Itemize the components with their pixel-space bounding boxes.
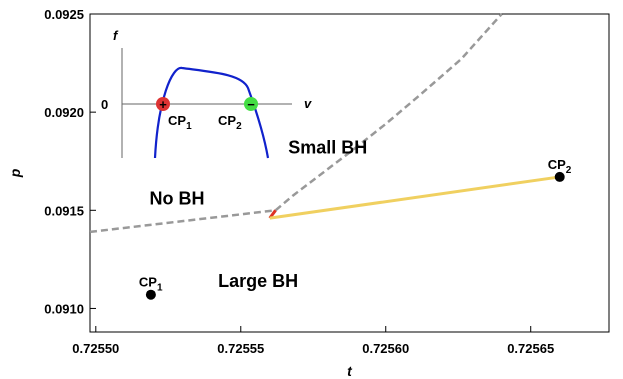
x-tick-label: 0.72550 — [72, 341, 119, 356]
region-labels: Small BH No BH Large BH — [149, 137, 367, 290]
inset-cp1-label: CP1 — [168, 113, 192, 132]
inset-cp2-label: CP2 — [218, 113, 242, 132]
y-tick-label: 0.0910 — [44, 301, 84, 316]
cp1-marker — [145, 289, 156, 300]
critical-points: CP1 CP2 — [139, 157, 572, 300]
inset-cp1-sign: + — [159, 97, 167, 112]
y-tick-label: 0.0915 — [44, 203, 84, 218]
line-dashed-lower — [89, 209, 276, 234]
x-axis: 0.72550 0.72555 0.72560 0.72565 — [72, 326, 554, 356]
cp1-label: CP1 — [139, 275, 163, 294]
y-tick-label: 0.0920 — [44, 105, 84, 120]
inset-cp1-marker — [156, 97, 170, 111]
line-yellow-line — [269, 175, 560, 220]
y-tick-label: 0.0925 — [44, 7, 84, 22]
x-tick-label: 0.72565 — [507, 341, 554, 356]
region-label: Large BH — [218, 271, 298, 291]
region-label: No BH — [149, 188, 204, 208]
inset-plot: f v 0 + − CP1 CP2 — [101, 28, 312, 159]
y-axis: 0.0910 0.0915 0.0920 0.0925 — [44, 7, 96, 316]
series-lines — [89, 13, 560, 234]
x-tick-label: 0.72555 — [217, 341, 264, 356]
inset-y-label: f — [113, 28, 119, 43]
line-dashed-upper — [274, 13, 503, 212]
y-axis-label: p — [7, 168, 23, 178]
region-label: Small BH — [288, 137, 367, 157]
inset-cp2-sign: − — [247, 97, 255, 112]
plot-frame — [89, 13, 610, 333]
inset-curve — [153, 66, 270, 159]
inset-zero-label: 0 — [101, 97, 108, 112]
x-axis-label: t — [347, 363, 353, 379]
cp2-marker — [554, 171, 565, 182]
x-tick-label: 0.72560 — [362, 341, 409, 356]
inset-x-label: v — [304, 96, 312, 111]
inset-cp2-marker — [244, 97, 258, 111]
cp2-label: CP2 — [548, 157, 572, 176]
